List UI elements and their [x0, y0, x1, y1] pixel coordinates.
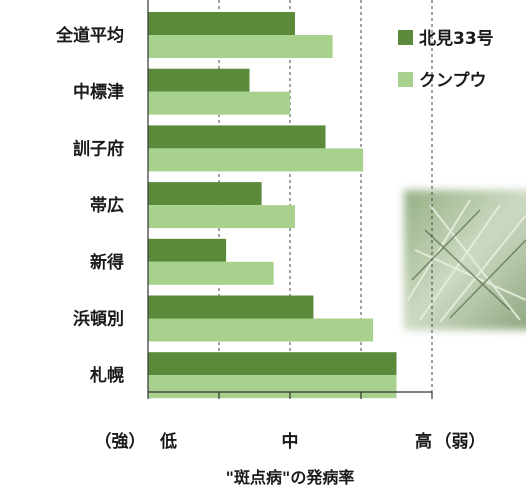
category-label: 帯広: [90, 195, 124, 216]
bar-kunpuu-6: [148, 375, 397, 399]
bar-kunpuu-3: [148, 205, 295, 229]
bar-kunpuu-4: [148, 261, 274, 285]
x-tick-labels: 低中高: [159, 431, 432, 452]
category-label: 札幌: [89, 365, 124, 386]
legend: 北見33号 クンプウ: [398, 29, 494, 91]
category-label: 浜頓別: [73, 310, 124, 330]
x-tick-label: 中: [282, 431, 299, 452]
x-axis: [147, 0, 433, 399]
legend-label-series-2: クンプウ: [419, 70, 487, 91]
bar-kitami33-0: [148, 12, 295, 35]
category-label: 新得: [90, 252, 124, 273]
bars: [148, 12, 397, 399]
bar-kitami33-2: [148, 125, 326, 149]
x-tick-label: 低: [159, 431, 177, 452]
leaf-photo: [404, 190, 526, 330]
category-label: 訓子府: [73, 138, 124, 159]
bar-kitami33-3: [148, 182, 262, 206]
legend-label-series-1: 北見33号: [419, 29, 494, 49]
x-tick-label: 高: [415, 431, 432, 452]
category-label: 中標津: [73, 82, 124, 103]
bar-kitami33-4: [148, 238, 227, 262]
x-side-label-right: （弱）: [435, 431, 486, 452]
x-axis-title: "斑点病"の発病率: [226, 468, 355, 487]
bar-kitami33-1: [148, 68, 250, 92]
bar-kunpuu-0: [148, 35, 333, 58]
legend-swatch-series-1: [398, 30, 413, 45]
bar-kunpuu-5: [148, 318, 374, 342]
bar-kunpuu-2: [148, 148, 364, 172]
bar-kunpuu-1: [148, 91, 290, 115]
bar-kitami33-6: [148, 352, 397, 376]
legend-swatch-series-2: [398, 72, 413, 87]
x-side-label-left: （強）: [95, 431, 146, 452]
bar-kitami33-5: [148, 295, 314, 319]
category-label: 全道平均: [55, 25, 124, 46]
